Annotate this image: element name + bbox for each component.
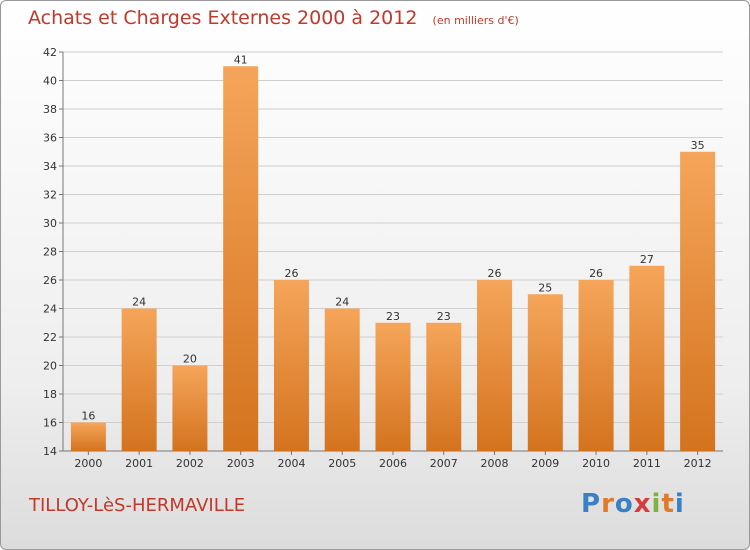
bar-2007 <box>426 322 462 451</box>
bar-2010 <box>578 280 614 451</box>
y-tick-label: 18 <box>43 388 57 401</box>
chart-title: Achats et Charges Externes 2000 à 2012 <box>28 7 418 29</box>
bar-2002 <box>172 365 208 451</box>
x-tick-label-2007: 2007 <box>430 457 458 470</box>
x-tick-label-2010: 2010 <box>582 457 610 470</box>
x-tick-label-2004: 2004 <box>277 457 305 470</box>
x-tick-label-2000: 2000 <box>74 457 102 470</box>
bar-2011 <box>629 265 665 451</box>
y-tick-label: 38 <box>43 103 57 116</box>
bar-2003 <box>223 66 259 451</box>
y-tick-label: 16 <box>43 417 57 430</box>
data-label-2008: 26 <box>488 267 502 280</box>
y-tick-label: 14 <box>43 445 57 458</box>
data-label-2010: 26 <box>589 267 603 280</box>
data-label-2011: 27 <box>640 253 654 266</box>
data-label-2005: 24 <box>335 296 349 309</box>
x-tick-label-2009: 2009 <box>531 457 559 470</box>
y-tick-label: 34 <box>43 160 57 173</box>
data-label-2007: 23 <box>437 310 451 323</box>
y-tick-label: 24 <box>43 303 57 316</box>
logo-letter: r <box>601 489 615 519</box>
bar-2004 <box>273 280 309 451</box>
data-label-2001: 24 <box>132 296 146 309</box>
proxiti-logo: Proxiti <box>581 489 685 519</box>
x-tick-label-2005: 2005 <box>328 457 356 470</box>
bar-2008 <box>477 280 513 451</box>
logo-letter: i <box>674 489 685 519</box>
data-label-2006: 23 <box>386 310 400 323</box>
x-tick-label-2001: 2001 <box>125 457 153 470</box>
data-label-2002: 20 <box>183 353 197 366</box>
data-label-2009: 25 <box>538 281 552 294</box>
logo-letter: x <box>633 489 652 519</box>
y-tick-label: 28 <box>43 246 57 259</box>
bar-2012 <box>680 151 716 451</box>
y-tick-label: 22 <box>43 331 57 344</box>
bar-2009 <box>527 294 563 451</box>
logo-letter: o <box>614 489 634 519</box>
town-name: TILLOY-LèS-HERMAVILLE <box>29 495 246 516</box>
bar-2000 <box>70 422 106 451</box>
x-tick-label-2006: 2006 <box>379 457 407 470</box>
data-label-2000: 16 <box>81 410 95 423</box>
logo-letter: P <box>581 489 602 519</box>
data-label-2004: 26 <box>284 267 298 280</box>
y-tick-label: 32 <box>43 189 57 202</box>
data-label-2012: 35 <box>691 139 705 152</box>
x-tick-label-2012: 2012 <box>684 457 712 470</box>
y-tick-label: 40 <box>43 75 57 88</box>
data-label-2003: 41 <box>234 53 248 66</box>
y-tick-label: 36 <box>43 132 57 145</box>
y-tick-label: 30 <box>43 217 57 230</box>
x-tick-label-2003: 2003 <box>227 457 255 470</box>
x-tick-label-2008: 2008 <box>481 457 509 470</box>
bar-2001 <box>121 308 157 451</box>
logo-letter: t <box>661 489 675 519</box>
bar-2006 <box>375 322 411 451</box>
logo-letter: i <box>651 489 662 519</box>
y-tick-label: 42 <box>43 46 57 59</box>
y-tick-label: 26 <box>43 274 57 287</box>
x-tick-label-2002: 2002 <box>176 457 204 470</box>
y-tick-label: 20 <box>43 360 57 373</box>
bar-2005 <box>324 308 360 451</box>
chart-unit: (en milliers d'€) <box>432 14 519 27</box>
title-row: Achats et Charges Externes 2000 à 2012 (… <box>28 7 519 29</box>
x-tick-label-2011: 2011 <box>633 457 661 470</box>
